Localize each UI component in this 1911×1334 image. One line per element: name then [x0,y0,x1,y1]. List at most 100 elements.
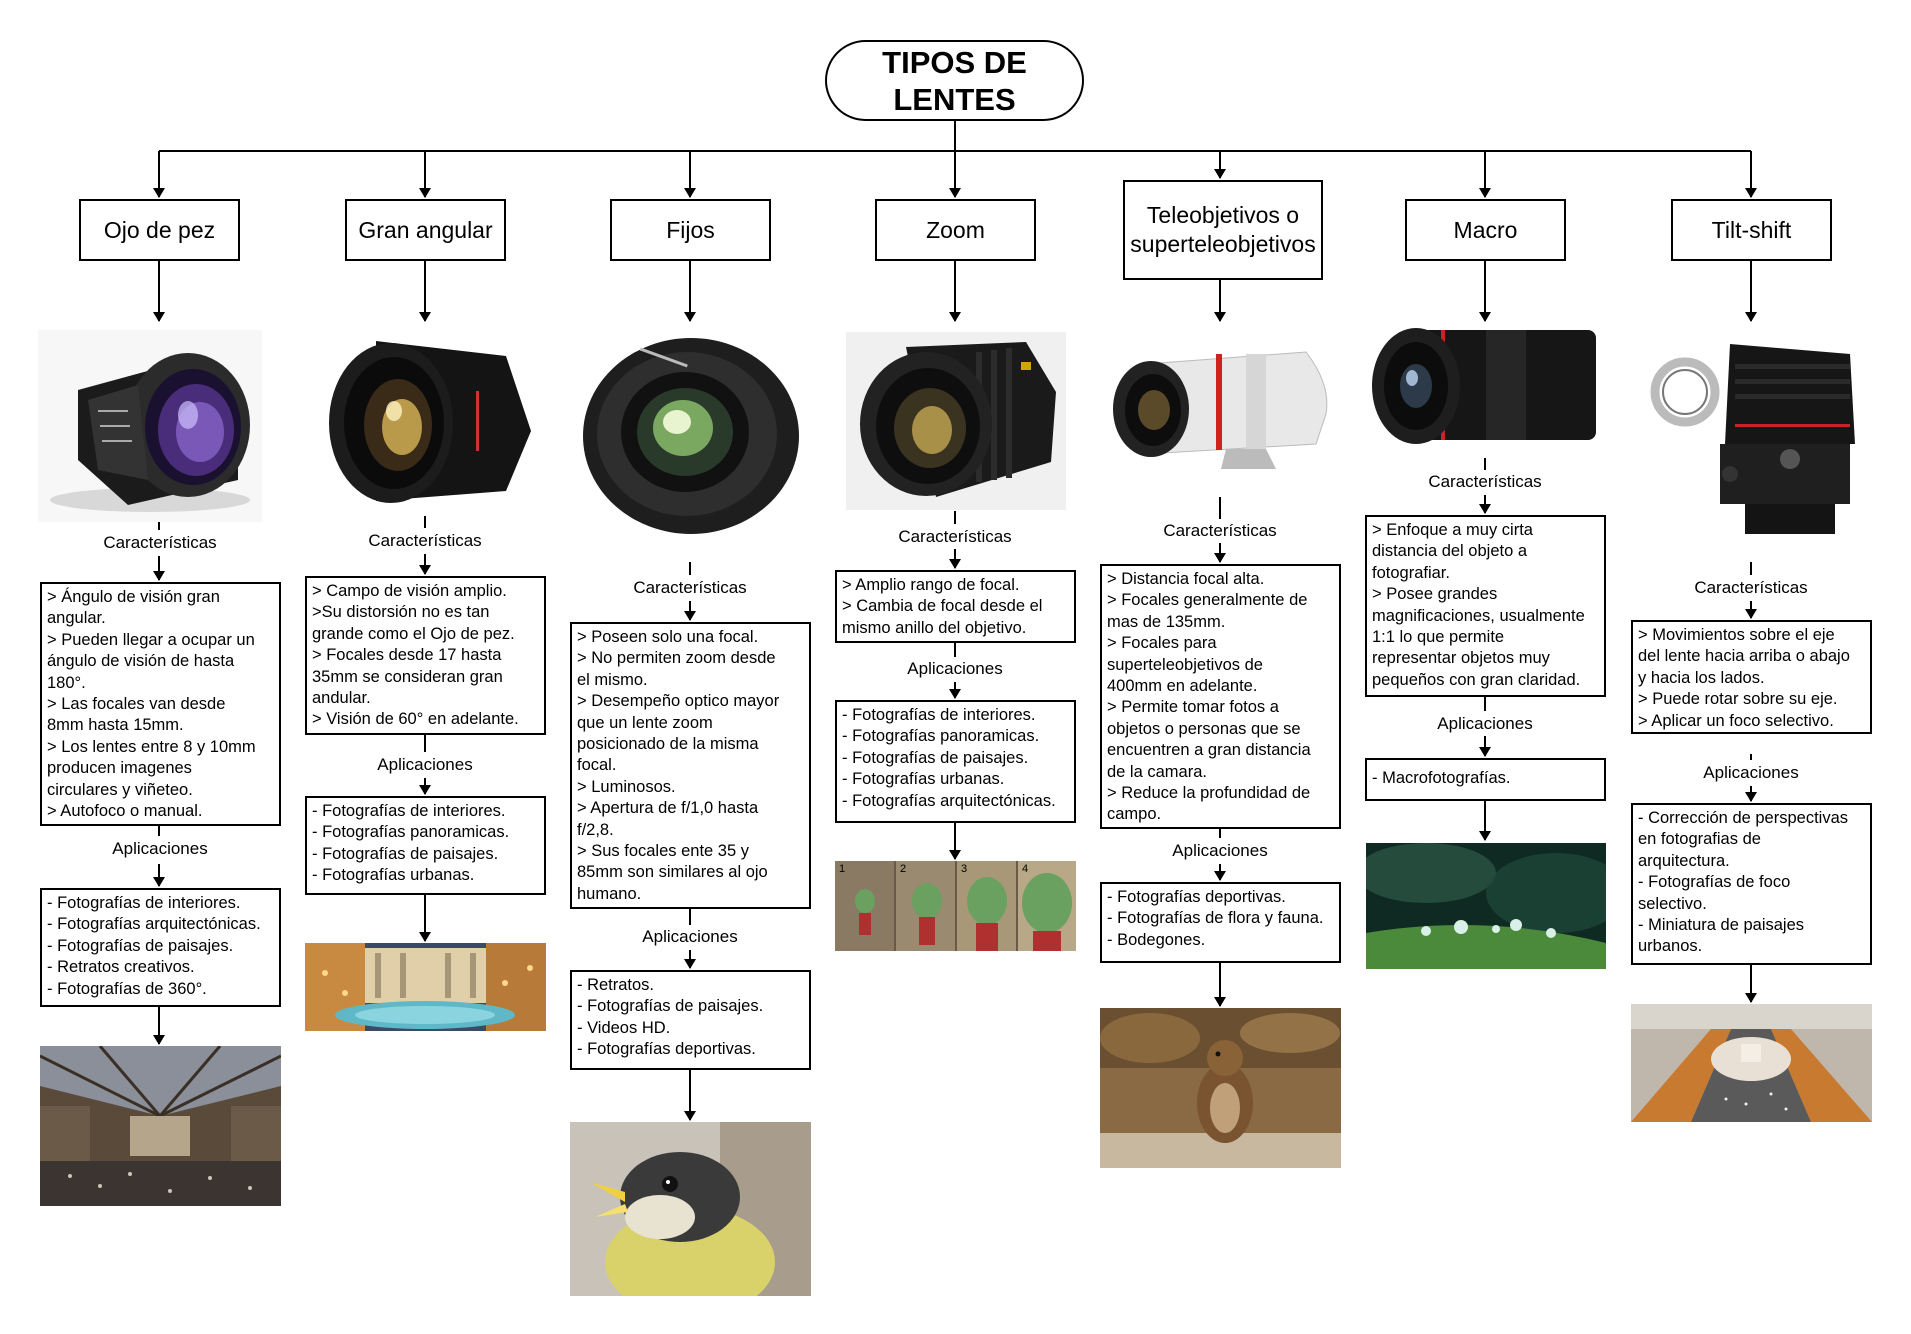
aplicaciones-box-fijos: - Retratos. - Fotografías de paisajes. -… [570,970,811,1070]
caracteristica-item: > Pueden llegar a ocupar un [47,630,255,649]
caracteristica-item: > Ángulo de visión gran [47,588,220,606]
aplicacion-item: - Fotografías de paisajes. [577,997,764,1016]
diagram-title: TIPOS DE LENTES [825,40,1084,121]
category-gran-angular: Gran angular [345,199,506,261]
caracteristica-item: > Enfoque a muy cirta [1372,521,1533,539]
aplicacion-item: - Fotografías deportivas. [1107,888,1286,906]
fisheye-lens-photo [38,330,262,522]
title-line-2: LENTES [893,81,1016,117]
caracteristica-item: > Focales generalmente de [1107,591,1308,610]
caracteristica-item: > Focales desde 17 hasta [312,646,502,665]
category-zoom: Zoom [875,199,1036,261]
caracteristica-item: > Apertura de f/1,0 hasta [577,799,759,818]
macro-lens-photo [1366,322,1604,454]
caracteristicas-label: Características [896,527,1014,547]
trevi-fountain-photo [305,943,546,1031]
caracteristica-item: f/2,8. [577,820,614,839]
caracteristicas-box-tilt-shift: > Movimientos sobre el eje del lente hac… [1631,620,1872,734]
aplicaciones-label: Aplicaciones [375,755,475,775]
aplicaciones-label: Aplicaciones [1435,714,1535,734]
aplicacion-item: - Fotografías de interiores. [842,706,1036,724]
wide-angle-lens-photo [316,331,536,505]
zoom-lens-photo [846,332,1066,510]
aplicacion-item: - Fotografías urbanas. [312,866,475,885]
caracteristicas-label: Características [1161,521,1279,541]
caracteristica-item: > Sus focales ente 35 y [577,842,749,861]
caracteristica-item: > Movimientos sobre el eje [1638,626,1835,644]
caracteristica-item: angular. [47,609,106,628]
caracteristica-item: andular. [312,689,371,708]
caracteristica-item: producen imagenes [47,759,192,778]
aplicacion-item: - Videos HD. [577,1018,671,1037]
caracteristica-item: mismo anillo del objetivo. [842,618,1027,637]
caracteristica-item: humano. [577,884,642,903]
aplicaciones-label: Aplicaciones [1170,841,1270,861]
caracteristica-item: grande como el Ojo de pez. [312,624,515,643]
aplicacion-item: - Fotografías de paisajes. [47,936,234,955]
aplicacion-item: - Bodegones. [1107,930,1206,949]
aplicaciones-label: Aplicaciones [110,839,210,859]
caracteristica-item: 85mm son similares al ojo [577,863,768,882]
caracteristica-item: > Puede rotar sobre su eje. [1638,690,1838,709]
caracteristica-item: campo. [1107,805,1162,824]
caracteristica-item: 1:1 lo que permite [1372,628,1505,647]
category-label: Gran angular [358,216,493,243]
caracteristicas-label: Características [1426,472,1544,492]
aplicacion-item: - Retratos creativos. [47,958,195,977]
caracteristica-item: del lente hacia arriba o abajo [1638,647,1850,666]
caracteristicas-label: Características [631,578,749,598]
photo-number: 4 [1022,863,1029,875]
aplicacion-item: - Fotografías de flora y fauna. [1107,909,1324,928]
water-drops-grass-photo [1366,843,1606,969]
aplicaciones-box-ojo-de-pez: - Fotografías de interiores. - Fotografí… [40,888,281,1007]
caracteristica-item: > Aplicar un foco selectivo. [1638,711,1834,730]
aplicacion-item: - Macrofotografías. [1372,769,1511,787]
caracteristica-item: ángulo de visión de hasta [47,652,235,671]
aplicacion-item: - Miniatura de paisajes [1638,916,1804,935]
aplicacion-item: - Fotografías panoramicas. [842,727,1040,746]
caracteristica-item: > Reduce la profundidad de [1107,784,1311,803]
caracteristica-item: de la camara. [1107,762,1207,781]
figurines-zoom-sequence-photo: 1 2 3 4 [835,861,1076,951]
aplicacion-item: - Retratos. [577,976,655,994]
category-label: Macro [1453,216,1518,243]
caracteristica-item: > Los lentes entre 8 y 10mm [47,737,256,756]
aplicacion-item: - Fotografías de interiores. [312,802,506,820]
caracteristica-item: > Permite tomar fotos a [1107,698,1279,717]
caracteristica-item: 180°. [47,673,86,692]
caracteristica-item: fotografiar. [1372,563,1450,582]
title-line-1: TIPOS DE [882,44,1027,80]
aplicacion-item: - Fotografías de paisajes. [842,748,1029,767]
caracteristicas-box-fijos: > Poseen solo una focal. > No permiten z… [570,622,811,909]
aplicaciones-box-macro: - Macrofotografías. [1365,758,1606,801]
caracteristica-item: > Posee grandes [1372,585,1498,604]
prairie-dog-photo [1100,1008,1341,1168]
aplicacion-item: - Fotografías de interiores. [47,894,241,912]
category-label-line-2: superteleobjetivos [1130,231,1316,257]
museum-hall-photo [40,1046,281,1206]
caracteristica-item: encuentren a gran distancia [1107,741,1311,760]
aplicacion-item: - Fotografías de 360°. [47,979,207,998]
aplicacion-item: - Fotografías de paisajes. [312,844,499,863]
caracteristica-item: > Distancia focal alta. [1107,570,1265,588]
caracteristica-item: > Campo de visión amplio. [312,582,507,600]
aplicacion-item: - Corrección de perspectivas [1638,809,1849,827]
category-label-line-1: Teleobjetivos o [1146,202,1300,228]
aplicaciones-box-teleobjetivos: - Fotografías deportivas. - Fotografías … [1100,882,1341,963]
caracteristica-item: representar objetos muy [1372,649,1550,668]
caracteristicas-box-zoom: > Amplio rango de focal. > Cambia de foc… [835,570,1076,643]
caracteristica-item: 8mm hasta 15mm. [47,716,184,735]
category-fijos: Fijos [610,199,771,261]
caracteristica-item: objetos o personas que se [1107,719,1301,738]
category-tilt-shift: Tilt-shift [1671,199,1832,261]
aplicacion-item: arquitectura. [1638,851,1730,870]
aplicaciones-label: Aplicaciones [640,927,740,947]
caracteristicas-label: Características [101,533,219,553]
caracteristica-item: 35mm se consideran gran [312,667,503,686]
caracteristica-item: distancia del objeto a [1372,542,1528,561]
aplicaciones-box-gran-angular: - Fotografías de interiores. - Fotografí… [305,796,546,895]
caracteristica-item: magnificaciones, usualmente [1372,606,1585,625]
category-label: Tilt-shift [1711,216,1792,243]
aplicacion-item: - Fotografías arquitectónicas. [47,915,261,934]
